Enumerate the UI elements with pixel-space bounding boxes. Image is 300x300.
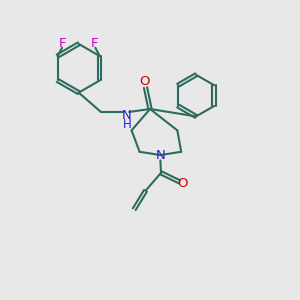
- Text: F: F: [91, 37, 98, 50]
- Text: O: O: [178, 177, 188, 190]
- Text: N: N: [122, 109, 132, 122]
- Text: H: H: [122, 118, 131, 131]
- Text: N: N: [155, 148, 165, 162]
- Text: O: O: [139, 74, 150, 88]
- Text: F: F: [59, 37, 67, 50]
